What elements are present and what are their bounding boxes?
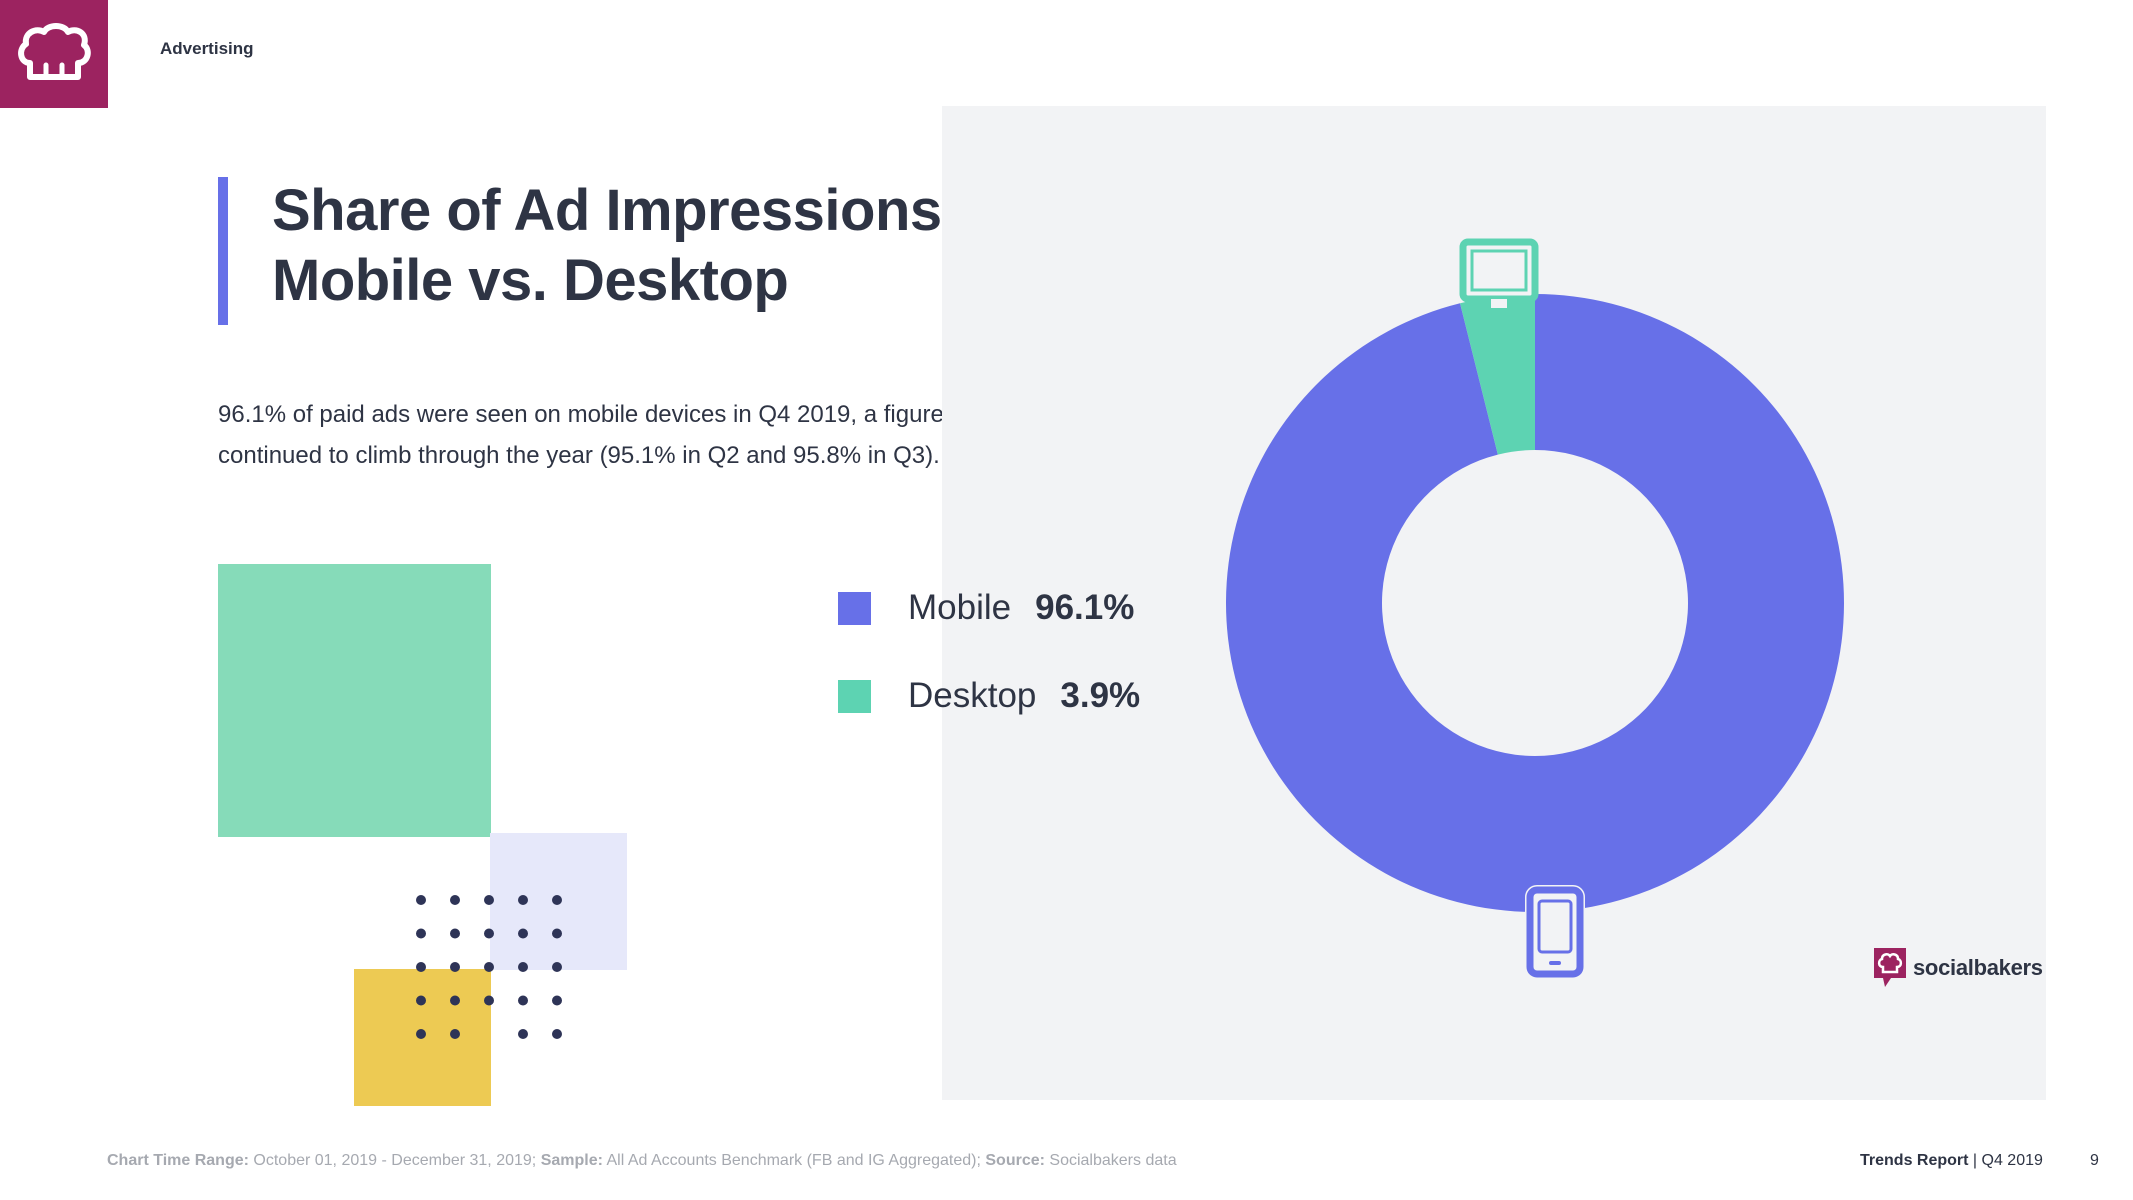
description: 96.1% of paid ads were seen on mobile de… [218, 394, 1018, 476]
decorative-dot [552, 995, 562, 1006]
footer-sample-text: All Ad Accounts Benchmark (FB and IG Agg… [602, 1152, 986, 1169]
socialbakers-brand: socialbakers [1873, 947, 2043, 989]
donut-slice-mobile [1226, 294, 1844, 912]
decorative-dot [518, 928, 528, 939]
decorative-dot [518, 962, 528, 972]
decorative-dot [552, 895, 562, 905]
decorative-dot [450, 995, 460, 1006]
brand-name: socialbakers [1913, 955, 2043, 980]
monitor-icon [1459, 238, 1539, 314]
description-line-1: 96.1% of paid ads were seen on mobile de… [218, 401, 991, 428]
decorative-dot [416, 962, 426, 972]
legend-label-mobile: Mobile [908, 588, 1012, 627]
footer-report-name: Trends Report [1860, 1152, 1969, 1169]
page-title: Share of Ad Impressions: Mobile vs. Desk… [272, 176, 961, 316]
decorative-dot [484, 895, 494, 905]
decorative-dot [552, 962, 562, 972]
page-number: 9 [2090, 1152, 2099, 1169]
footer-source: Chart Time Range: October 01, 2019 - Dec… [107, 1152, 1177, 1170]
footer-time-range-label: Chart Time Range: [107, 1152, 249, 1169]
decorative-dot [518, 1029, 528, 1039]
footer-report: Trends Report | Q4 2019 [1860, 1152, 2043, 1170]
chef-hat-logo [0, 0, 108, 108]
section-label: Advertising [160, 39, 254, 58]
legend-label-desktop: Desktop [908, 676, 1037, 715]
footer-source-label: Source: [985, 1152, 1045, 1169]
phone-icon [1525, 885, 1585, 979]
decorative-green-square [218, 564, 491, 837]
legend-value-mobile: 96.1% [1035, 588, 1135, 627]
decorative-dot-grid [416, 895, 562, 1039]
chef-hat-icon [18, 23, 91, 80]
title-line-2: Mobile vs. Desktop [272, 248, 789, 313]
decorative-dot [518, 995, 528, 1006]
decorative-dot [450, 895, 460, 905]
decorative-dot [450, 962, 460, 972]
decorative-dot [552, 1029, 562, 1039]
title-accent-bar [218, 177, 228, 325]
decorative-dot [450, 928, 460, 939]
decorative-dot [518, 895, 528, 905]
footer-time-range-text: October 01, 2019 - December 31, 2019; [248, 1152, 541, 1169]
decorative-dot [416, 895, 426, 905]
donut-chart [1226, 238, 1844, 979]
decorative-dot [416, 928, 426, 939]
decorative-dot [484, 928, 494, 939]
title-line-1: Share of Ad Impressions: [272, 178, 961, 243]
footer-report-period: | Q4 2019 [1968, 1152, 2043, 1169]
legend-swatch-desktop [838, 679, 871, 713]
donut-slice-desktop [1460, 294, 1535, 455]
decorative-dot [552, 928, 562, 939]
socialbakers-logo-icon [1874, 948, 1906, 987]
description-line-2: continued to climb through the year (95.… [218, 442, 940, 469]
legend-item-desktop: Desktop 3.9% [838, 676, 1140, 716]
decorative-dot [484, 962, 494, 972]
decorative-dot [484, 995, 494, 1006]
footer-sample-label: Sample: [540, 1152, 603, 1169]
decorative-dot [416, 995, 426, 1006]
legend-value-desktop: 3.9% [1060, 676, 1141, 715]
legend-item-mobile: Mobile 96.1% [838, 588, 1134, 628]
legend-swatch-mobile [838, 591, 871, 625]
decorative-dot [450, 1029, 460, 1039]
decorative-dot [416, 1029, 426, 1039]
footer-source-text: Socialbakers data [1044, 1152, 1177, 1169]
